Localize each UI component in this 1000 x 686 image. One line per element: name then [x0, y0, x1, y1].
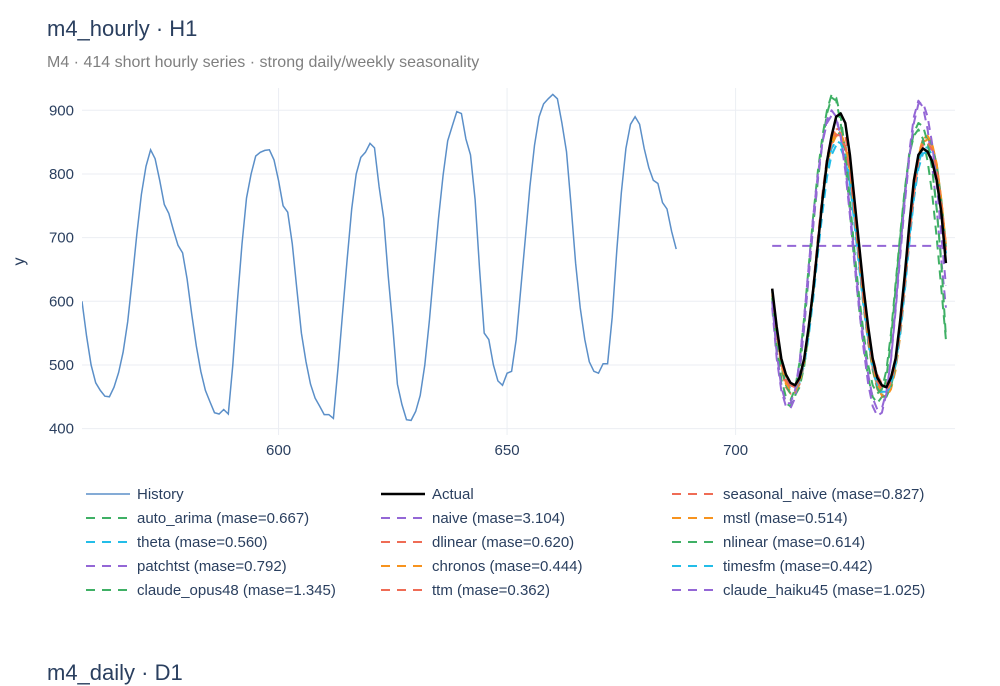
legend-item-chronos[interactable]: chronos (mase=0.444)	[381, 554, 583, 578]
y-tick-label: 400	[49, 421, 74, 438]
line-chart: 400 500 600 700 800 900 600 650 700 y	[11, 88, 955, 459]
legend-swatch	[381, 541, 425, 543]
legend-label: Actual	[432, 485, 474, 503]
legend-label: nlinear (mase=0.614)	[723, 533, 866, 551]
legend-label: dlinear (mase=0.620)	[432, 533, 575, 551]
legend-label: naive (mase=3.104)	[432, 509, 565, 527]
y-tick-label: 600	[49, 293, 74, 310]
legend-swatch	[672, 541, 716, 543]
legend-label: auto_arima (mase=0.667)	[137, 509, 310, 527]
legend-label: mstl (mase=0.514)	[723, 509, 848, 527]
legend-label: theta (mase=0.560)	[137, 533, 268, 551]
legend-swatch	[672, 565, 716, 567]
legend-swatch	[381, 492, 425, 496]
legend-item-theta[interactable]: theta (mase=0.560)	[86, 530, 268, 554]
legend-swatch	[381, 589, 425, 591]
series-line-history	[82, 93, 677, 422]
legend-item-nlinear[interactable]: nlinear (mase=0.614)	[672, 530, 865, 554]
legend-item-history[interactable]: History	[86, 482, 184, 506]
x-tick-label: 600	[266, 442, 291, 459]
legend-item-ttm[interactable]: ttm (mase=0.362)	[381, 578, 550, 602]
series-line-actual	[770, 112, 948, 389]
y-tick-label: 800	[49, 166, 74, 183]
y-tick-label: 500	[49, 357, 74, 374]
legend-item-patchtst[interactable]: patchtst (mase=0.792)	[86, 554, 287, 578]
legend-swatch	[672, 589, 716, 591]
legend-swatch	[672, 517, 716, 519]
legend-item-timesfm[interactable]: timesfm (mase=0.442)	[672, 554, 873, 578]
y-axis-label: y	[11, 258, 28, 266]
legend-label: History	[137, 485, 184, 503]
legend-swatch	[381, 565, 425, 567]
legend-label: claude_opus48 (mase=1.345)	[137, 581, 336, 599]
legend-item-claude-haiku45[interactable]: claude_haiku45 (mase=1.025)	[672, 578, 925, 602]
legend-item-claude-opus48[interactable]: claude_opus48 (mase=1.345)	[86, 578, 336, 602]
legend-swatch	[672, 493, 716, 495]
y-tick-label: 900	[49, 102, 74, 119]
series-line-theta	[771, 144, 947, 395]
legend-swatch	[86, 589, 130, 591]
x-tick-label: 700	[723, 442, 748, 459]
legend-item-naive[interactable]: naive (mase=3.104)	[381, 506, 565, 530]
chart-title: m4_hourly · H1	[47, 16, 198, 41]
legend-label: seasonal_naive (mase=0.827)	[723, 485, 925, 503]
legend-label: timesfm (mase=0.442)	[723, 557, 873, 575]
legend-item-dlinear[interactable]: dlinear (mase=0.620)	[381, 530, 574, 554]
legend-swatch	[86, 541, 130, 543]
next-chart-title: m4_daily · D1	[47, 660, 183, 685]
chart-subtitle: M4 · 414 short hourly series · strong da…	[47, 54, 480, 71]
legend-label: chronos (mase=0.444)	[432, 557, 583, 575]
series-line-claude-opus48	[771, 93, 947, 401]
legend-item-seasonal-naive[interactable]: seasonal_naive (mase=0.827)	[672, 482, 924, 506]
series-line-ttm	[771, 133, 947, 391]
legend-item-auto-arima[interactable]: auto_arima (mase=0.667)	[86, 506, 309, 530]
legend-swatch	[86, 493, 130, 495]
legend-item-mstl[interactable]: mstl (mase=0.514)	[672, 506, 848, 530]
legend-swatch	[381, 517, 425, 519]
legend-label: claude_haiku45 (mase=1.025)	[723, 581, 926, 599]
legend-swatch	[86, 565, 130, 567]
series-line-claude-haiku45	[771, 101, 947, 411]
y-tick-label: 700	[49, 230, 74, 247]
legend-item-actual[interactable]: Actual	[381, 482, 474, 506]
x-tick-label: 650	[495, 442, 520, 459]
legend-label: ttm (mase=0.362)	[432, 581, 550, 599]
legend-swatch	[86, 517, 130, 519]
legend-label: patchtst (mase=0.792)	[137, 557, 287, 575]
